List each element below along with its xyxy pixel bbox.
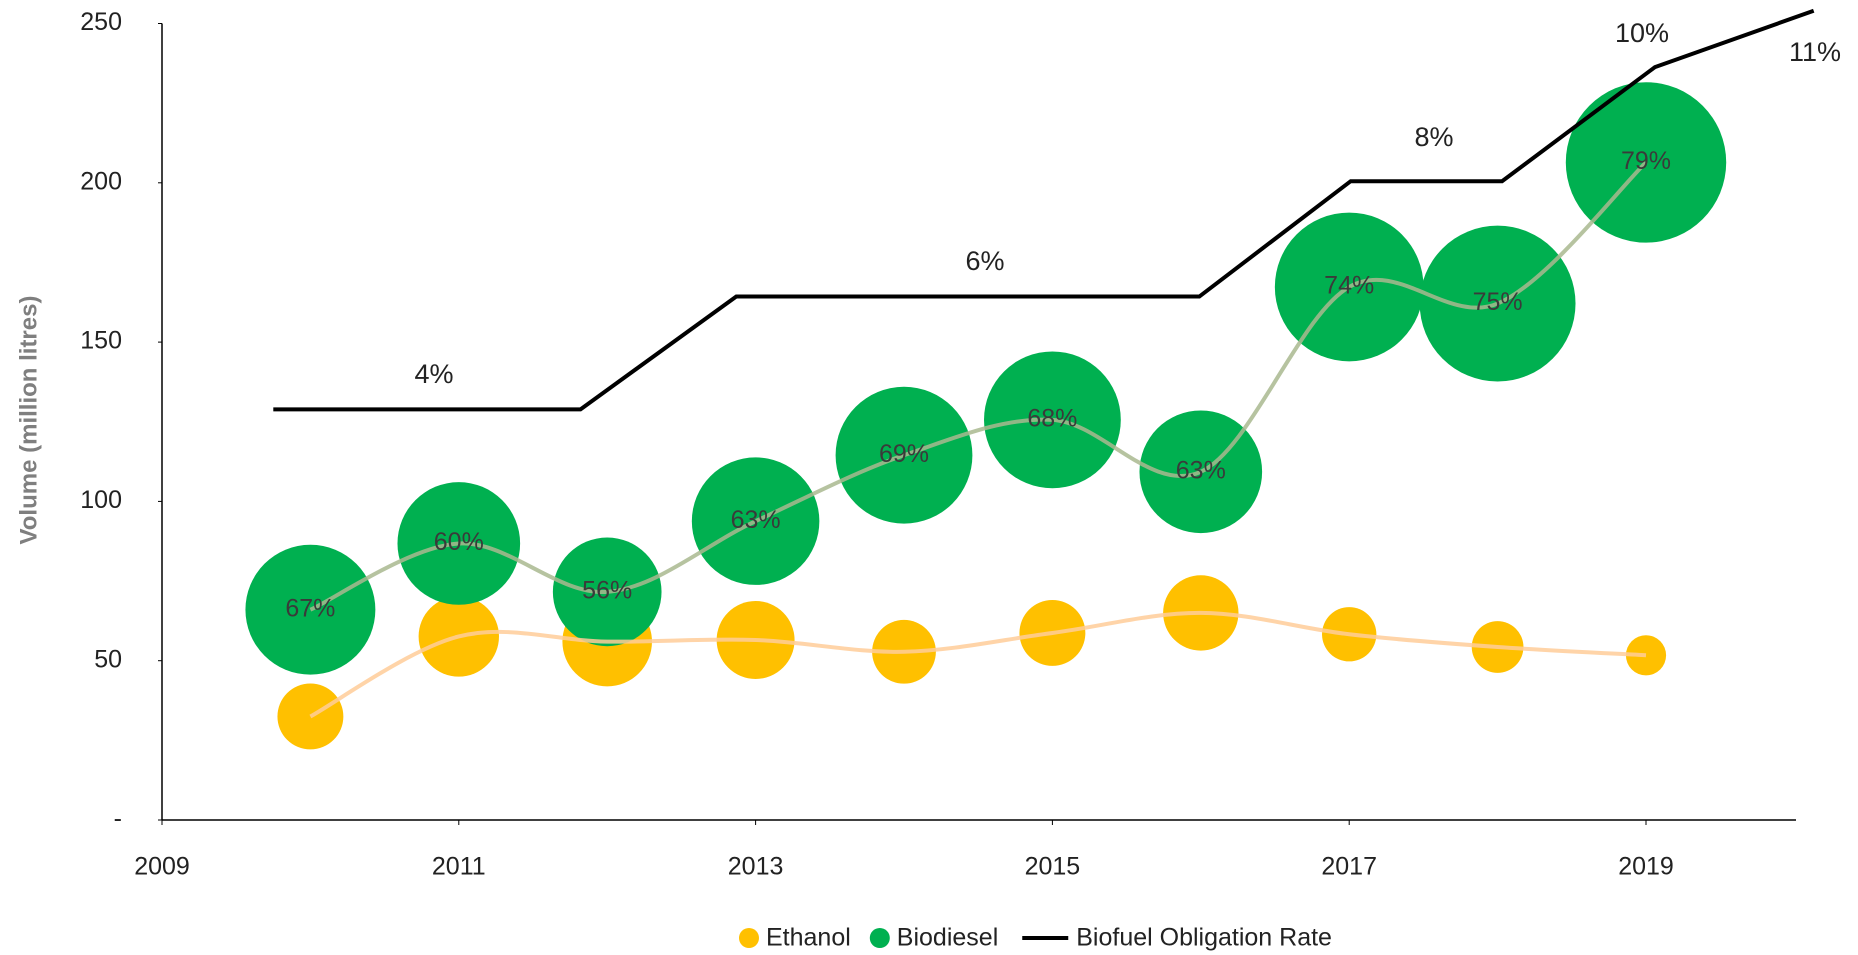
legend-marker: [869, 928, 890, 948]
rate-label: 8%: [1414, 122, 1453, 152]
bubble-label: 67%: [285, 594, 335, 622]
trend-line: [309, 160, 1648, 612]
x-tick-label: 2017: [1321, 853, 1377, 881]
y-tick-label: 150: [80, 327, 122, 355]
y-tick-label: 250: [80, 8, 122, 36]
bubble-label: 56%: [582, 576, 632, 604]
trend-line: [309, 610, 1647, 719]
legend-label: Biofuel Obligation Rate: [1076, 924, 1332, 952]
bubble-label: 79%: [1621, 147, 1671, 175]
rate-label: 10%: [1615, 18, 1669, 48]
bubble-label: 69%: [879, 440, 929, 468]
x-tick-label: 2019: [1618, 853, 1674, 881]
legend-marker: [739, 928, 759, 948]
bubble-label: 74%: [1324, 272, 1374, 300]
x-tick-label: 2013: [728, 853, 784, 881]
bubble-label: 63%: [1176, 456, 1226, 484]
bubble-label: 60%: [434, 528, 484, 556]
y-tick-label: 50: [94, 645, 122, 673]
rate-label: 11%: [1789, 37, 1841, 67]
legend-label: Biodiesel: [897, 924, 998, 952]
obligation-line: [273, 8, 1815, 412]
rate-label: 6%: [965, 246, 1004, 276]
bubble-label: 63%: [731, 506, 781, 534]
legend-label: Ethanol: [766, 924, 851, 952]
x-tick-label: 2015: [1025, 853, 1081, 881]
y-axis-label: Volume (million litres): [15, 296, 42, 545]
x-tick-label: 2011: [432, 853, 486, 881]
y-tick-label: -: [114, 805, 122, 833]
y-tick-label: 100: [80, 486, 122, 514]
bubble: [1565, 82, 1727, 243]
rate-label: 4%: [414, 359, 453, 389]
x-tick-label: 2009: [134, 853, 190, 881]
bubble-label: 68%: [1027, 404, 1077, 432]
y-tick-label: 200: [80, 167, 122, 195]
bubble-label: 75%: [1473, 288, 1523, 316]
